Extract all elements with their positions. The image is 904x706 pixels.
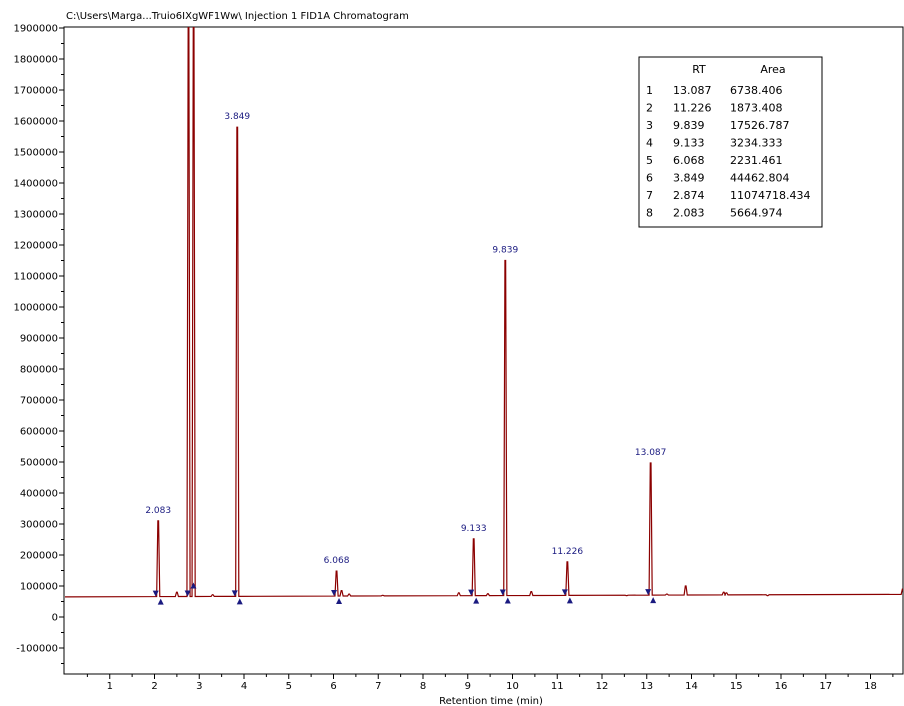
table-cell: 2.083 <box>673 207 705 220</box>
table-cell: 8 <box>646 207 653 220</box>
y-tick-label: 800000 <box>20 365 58 376</box>
peak-label: 6.068 <box>324 556 350 566</box>
x-tick-label: 13 <box>640 681 653 692</box>
x-tick-label: 10 <box>506 681 519 692</box>
table-cell: 5 <box>646 154 653 167</box>
table-cell: 13.087 <box>673 84 712 97</box>
x-tick-label: 9 <box>465 681 471 692</box>
x-axis: 1 2 3 4 5 6 7 8 9 10 11 12 13 14 15 16 17 18 <box>86 674 894 692</box>
x-tick-label: 16 <box>775 681 788 692</box>
peak-start-marker <box>231 590 238 597</box>
x-tick-label: 12 <box>596 681 609 692</box>
table-cell: 2 <box>646 102 653 115</box>
peak-label: 2.083 <box>145 506 171 516</box>
peak-end-marker <box>504 597 511 604</box>
table-cell: 11.226 <box>673 102 712 115</box>
x-tick-label: 3 <box>196 681 202 692</box>
table-cell: 2.874 <box>673 189 705 202</box>
x-tick-label: 1 <box>107 681 113 692</box>
table-cell: 6 <box>646 172 653 185</box>
y-tick-label: 400000 <box>20 489 58 500</box>
y-axis: -100000 0 100000 200000 300000 400000 500000 60… <box>13 24 64 664</box>
x-tick-label: 5 <box>286 681 292 692</box>
y-tick-label: 1100000 <box>13 272 58 283</box>
y-tick-label: 200000 <box>20 551 58 562</box>
table-cell: 11074718.434 <box>730 189 810 202</box>
integration-markers <box>152 582 657 605</box>
peak-end-marker <box>236 598 243 605</box>
x-tick-label: 18 <box>864 681 877 692</box>
peak-end-marker <box>650 597 657 604</box>
x-tick-label: 2 <box>151 681 157 692</box>
table-cell: 9.839 <box>673 119 705 132</box>
y-tick-label: 700000 <box>20 396 58 407</box>
y-tick-label: 1500000 <box>13 148 58 159</box>
peak-start-marker <box>645 589 652 596</box>
x-tick-label: 4 <box>241 681 247 692</box>
peak-label: 11.226 <box>552 547 584 557</box>
table-cell: 7 <box>646 189 653 202</box>
x-tick-label: 7 <box>375 681 381 692</box>
y-tick-label: 1200000 <box>13 241 58 252</box>
table-cell: 4 <box>646 137 653 150</box>
x-tick-label: 11 <box>551 681 564 692</box>
table-cell: 1 <box>646 84 653 97</box>
x-axis-title: Retention time (min) <box>439 696 543 706</box>
x-tick-label: 15 <box>730 681 743 692</box>
peak-end-marker <box>336 598 343 605</box>
peak-end-marker <box>190 582 197 589</box>
table-cell: 6.068 <box>673 154 705 167</box>
y-tick-label: 1400000 <box>13 179 58 190</box>
table-cell: 44462.804 <box>730 172 790 185</box>
peak-end-marker <box>473 597 480 604</box>
table-cell: 5664.974 <box>730 207 783 220</box>
y-tick-label: -100000 <box>16 644 58 655</box>
x-tick-label: 8 <box>420 681 426 692</box>
peak-labels: 2.083 3.849 6.068 9.133 9.839 11.226 13.087 <box>145 112 666 566</box>
results-table-border <box>638 56 823 228</box>
y-tick-label: 100000 <box>20 582 58 593</box>
table-header: Area <box>760 63 785 76</box>
peak-start-marker <box>152 590 159 597</box>
peak-end-marker <box>566 597 573 604</box>
table-cell: 3234.333 <box>730 137 783 150</box>
peak-start-marker <box>331 590 338 597</box>
table-cell: 3 <box>646 119 653 132</box>
y-tick-label: 1000000 <box>13 303 58 314</box>
chromatogram-trace <box>64 27 903 598</box>
y-tick-label: 1600000 <box>13 117 58 128</box>
y-tick-label: 1300000 <box>13 210 58 221</box>
table-cell: 1873.408 <box>730 102 783 115</box>
table-header: RT <box>692 63 706 76</box>
chart-title: C:\Users\Marga...Truio6IXgWF1Ww\ Injecti… <box>66 11 409 22</box>
x-tick-label: 14 <box>685 681 698 692</box>
peak-end-marker <box>157 598 164 605</box>
peak-label: 9.839 <box>492 246 518 256</box>
y-tick-label: 300000 <box>20 520 58 531</box>
peak-start-marker <box>561 589 568 596</box>
table-cell: 3.849 <box>673 172 705 185</box>
x-tick-label: 6 <box>330 681 336 692</box>
peak-start-marker <box>499 589 506 596</box>
y-tick-label: 1700000 <box>13 86 58 97</box>
peak-start-marker <box>184 590 191 597</box>
peak-start-marker <box>468 589 475 596</box>
results-table: RT Area 1 13.087 6738.406 2 11.226 1873.408 3 9.8… <box>638 56 823 228</box>
y-tick-label: 1800000 <box>13 55 58 66</box>
table-cell: 9.133 <box>673 137 705 150</box>
y-tick-label: 1900000 <box>13 24 58 35</box>
y-tick-label: 900000 <box>20 334 58 345</box>
table-cell: 6738.406 <box>730 84 783 97</box>
y-tick-label: 0 <box>52 613 58 624</box>
table-cell: 2231.461 <box>730 154 783 167</box>
peak-label: 9.133 <box>461 524 487 534</box>
y-tick-label: 500000 <box>20 458 58 469</box>
peak-label: 3.849 <box>224 112 250 122</box>
y-tick-label: 600000 <box>20 427 58 438</box>
table-cell: 17526.787 <box>730 119 790 132</box>
x-tick-label: 17 <box>819 681 832 692</box>
plot-area <box>63 26 904 675</box>
peak-label: 13.087 <box>635 448 667 458</box>
